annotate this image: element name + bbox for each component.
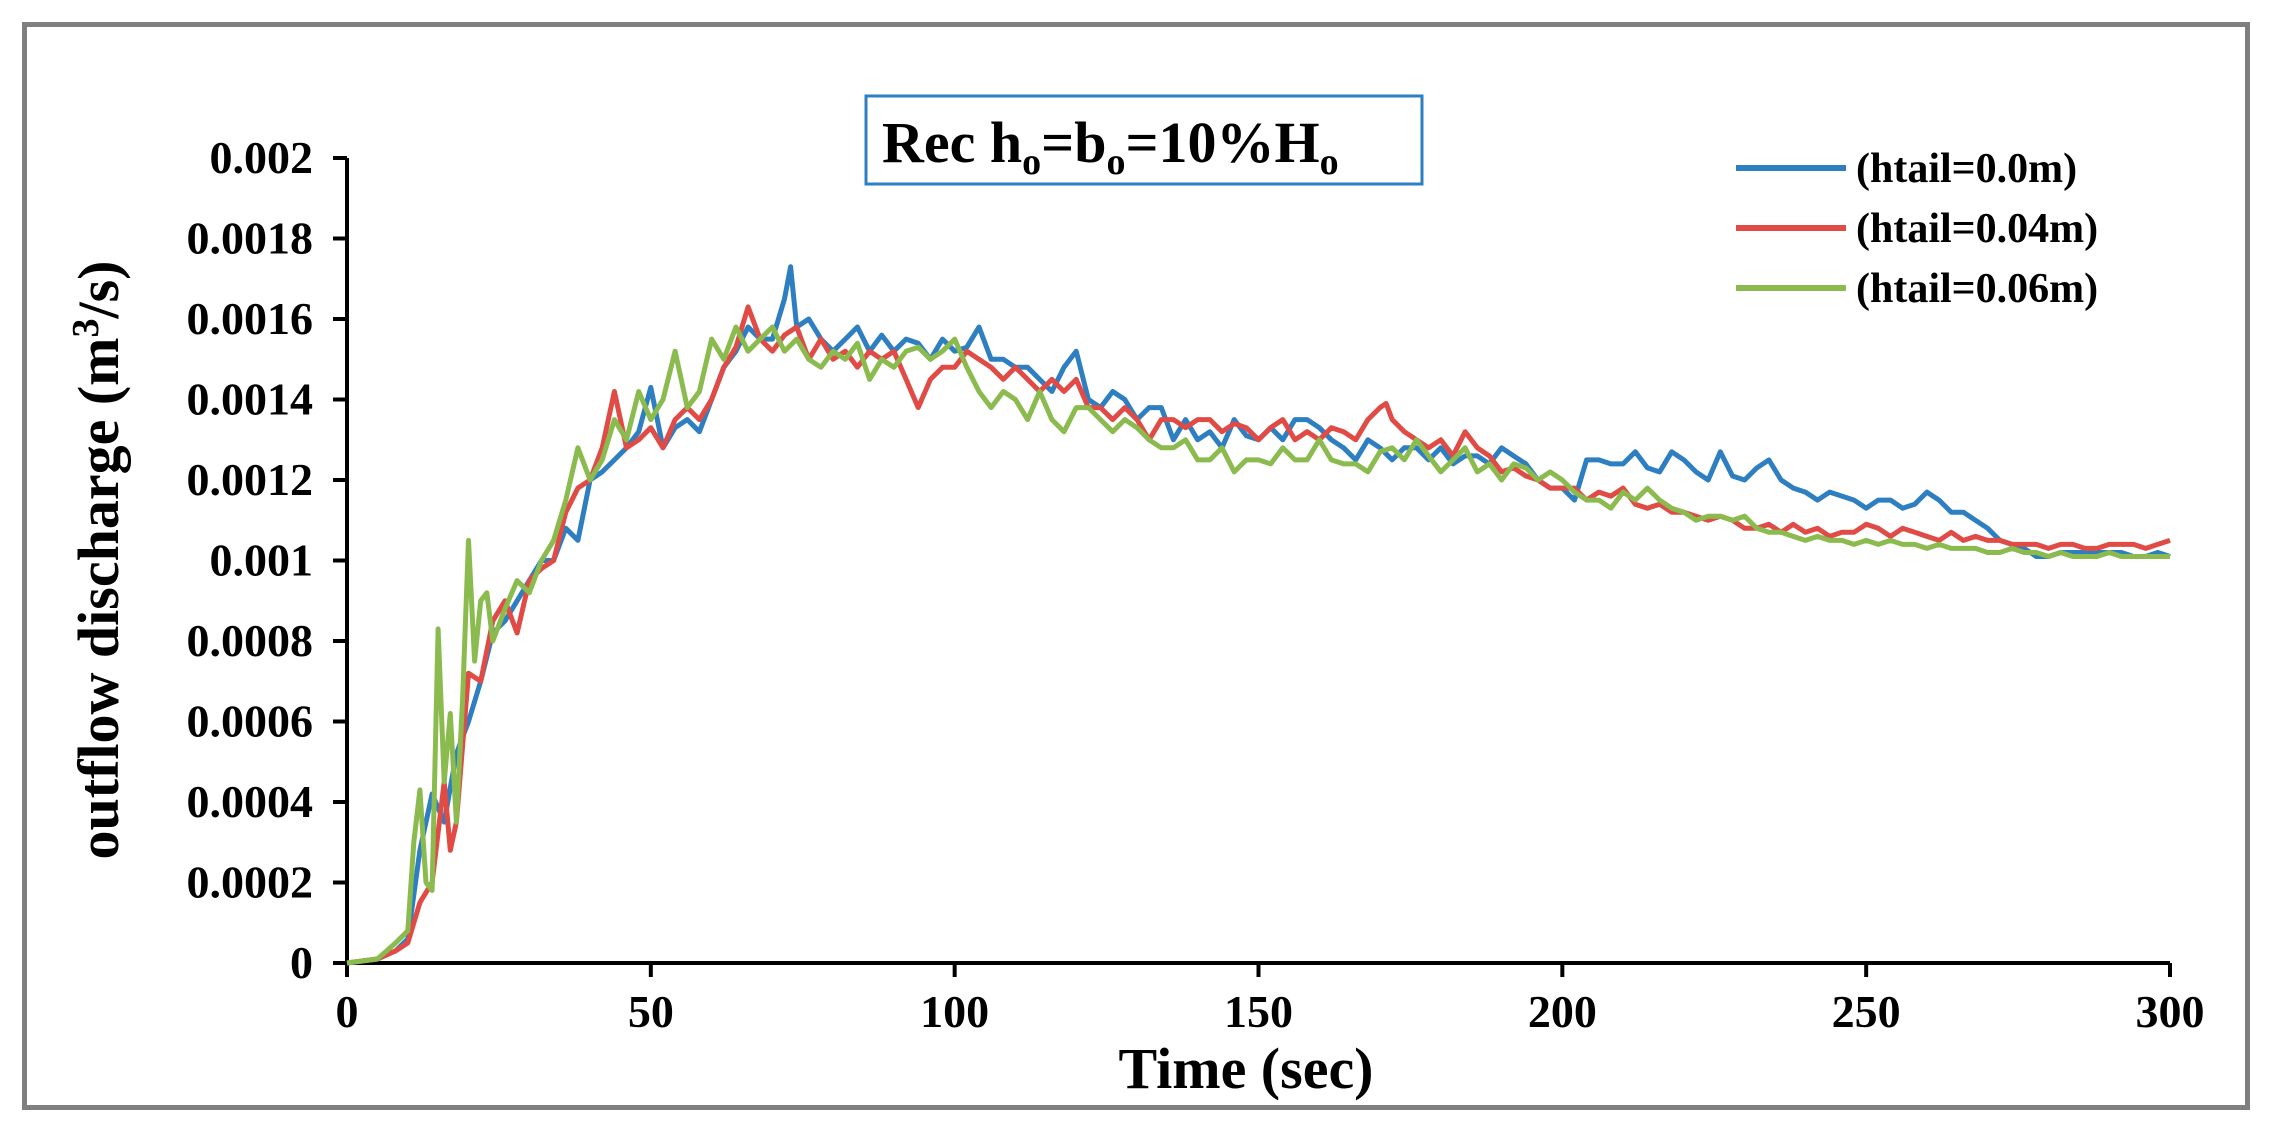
x-tick-label: 250 <box>1832 986 1901 1037</box>
chart-frame <box>22 22 2250 1110</box>
series-line-2 <box>346 304 2171 966</box>
legend-label-1: (htail=0.0m) <box>1856 146 2077 192</box>
x-tick-label: 200 <box>1528 986 1597 1037</box>
x-tick-label: 50 <box>628 986 674 1037</box>
x-tick-label: 0 <box>336 986 359 1037</box>
y-tick-label: 0.0006 <box>187 696 314 747</box>
y-tick-label: 0.0004 <box>187 776 314 827</box>
axes: 0 0.0002 0.0004 0.0006 0.0008 0.001 0.0012 0.00… <box>187 132 2205 1037</box>
legend: (htail=0.0m) (htail=0.04m) (htail=0.06m) <box>1736 146 2098 312</box>
title-box <box>864 94 1424 186</box>
y-tick-label: 0.0008 <box>187 615 314 666</box>
x-tick-label: 100 <box>920 986 989 1037</box>
series-line-1 <box>346 264 2171 966</box>
y-tick-label: 0.002 <box>210 132 314 183</box>
y-tick-label: 0.0014 <box>187 374 314 425</box>
y-tick-label: 0.001 <box>210 535 314 586</box>
x-tick-label: 150 <box>1224 986 1293 1037</box>
y-tick-label: 0.0016 <box>187 293 314 344</box>
y-axis-title: outflow discharge (m3/s) <box>65 261 131 860</box>
chart-title: Rec ho=bo=10%Ho <box>864 94 1424 186</box>
legend-label-3: (htail=0.06m) <box>1856 266 2098 312</box>
plot-area <box>346 264 2171 966</box>
legend-label-2: (htail=0.04m) <box>1856 206 2098 252</box>
series-line-3 <box>346 324 2170 966</box>
y-tick-label: 0.0012 <box>187 454 314 505</box>
title-text: Rec ho=bo=10%Ho <box>882 110 1339 183</box>
y-tick-label: 0.0002 <box>187 857 314 908</box>
x-axis-title: Time (sec) <box>1119 1036 1374 1101</box>
y-tick-label: 0.0018 <box>187 213 314 264</box>
x-tick-label: 300 <box>2136 986 2205 1037</box>
y-tick-label: 0 <box>290 937 313 988</box>
